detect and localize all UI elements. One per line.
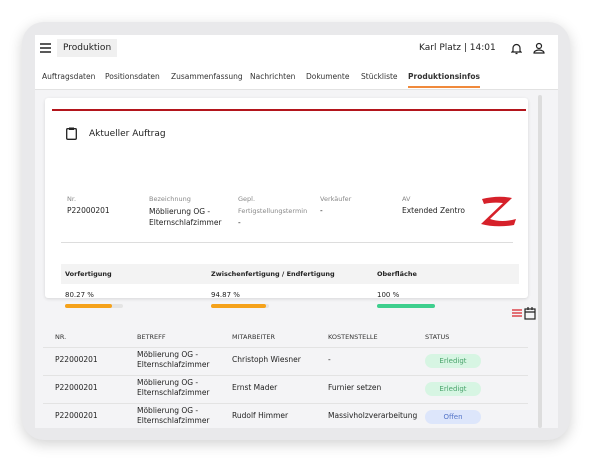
bell-icon[interactable] [511, 42, 522, 55]
cell: Möblierung OG - Elternschlafzimmer [137, 350, 210, 369]
field-value: - [320, 206, 323, 215]
column-header: BETREFF [137, 333, 166, 341]
tab[interactable]: Positionsdaten [105, 72, 160, 81]
view-toggle[interactable] [511, 307, 537, 321]
cell: - [328, 355, 331, 364]
logo [481, 196, 516, 227]
field-value: P22000201 [67, 206, 110, 215]
cell: Möblierung OG - Elternschlafzimmer [137, 406, 210, 425]
user-time: Karl Platz | 14:01 [419, 43, 496, 53]
tab[interactable]: Dokumente [306, 72, 350, 81]
tab[interactable]: Nachrichten [250, 72, 296, 81]
cell: Massivholzverarbeitung [328, 411, 418, 420]
cell: Christoph Wiesner [232, 355, 301, 364]
progress-track [377, 304, 435, 308]
cell: Ernst Mader [232, 383, 278, 392]
row-separator [43, 375, 528, 376]
progress-name: Zwischenfertigung / Endfertigung [211, 270, 335, 278]
tab-active[interactable]: Produktionsinfos [408, 72, 480, 88]
tab-bar: Auftragsdaten Positionsdaten Zusammenfas… [35, 65, 558, 90]
progress-name: Vorfertigung [65, 270, 112, 278]
cell: Furnier setzen [328, 383, 382, 392]
progress-bar [65, 304, 112, 308]
status-pill: Erledigt [425, 354, 481, 368]
user-icon[interactable] [533, 42, 545, 54]
column-header: STATUS [425, 333, 450, 341]
card-title: Aktueller Auftrag [89, 129, 166, 139]
field-label: AV [402, 195, 411, 203]
progress-header [61, 264, 519, 284]
field-label: Nr. [67, 195, 77, 203]
menu-icon[interactable] [40, 43, 51, 53]
row-separator [43, 403, 528, 404]
column-header: NR. [55, 333, 67, 341]
clipboard-icon [66, 127, 77, 140]
cell: P22000201 [55, 355, 98, 364]
screen: Produktion Karl Platz | 14:01 Auftragsda… [35, 35, 558, 428]
field-value: Extended Zentro [402, 206, 465, 215]
field-label: Verkäufer [320, 195, 352, 203]
cell: Rudolf Himmer [232, 411, 289, 420]
tab[interactable]: Stückliste [361, 72, 398, 81]
column-header: MITARBEITER [232, 333, 276, 341]
field-label: Bezeichnung [149, 195, 191, 203]
progress-bar [377, 304, 435, 308]
status-pill: Erledigt [425, 382, 481, 396]
tab[interactable]: Auftragsdaten [42, 72, 96, 81]
tab[interactable]: Zusammenfassung [171, 72, 243, 81]
row-separator [43, 347, 528, 348]
cell: P22000201 [55, 411, 98, 420]
cell: Möblierung OG - Elternschlafzimmer [137, 378, 210, 397]
order-card: Aktueller Auftrag Nr. P22000201 Bezeichn… [45, 98, 528, 308]
progress-label: 94.87 % [211, 291, 240, 299]
progress-label: 100 % [377, 291, 400, 299]
field-value: Möblierung OG - Elternschlafzimmer [149, 207, 222, 227]
progress-bar [211, 304, 267, 308]
progress-track [65, 304, 123, 308]
page-title: Produktion [57, 39, 118, 57]
column-header: KOSTENSTELLE [328, 333, 378, 341]
field-sublabel: Fertigstellungstermin [238, 207, 308, 215]
progress-name: Oberfläche [377, 270, 417, 278]
scrollbar[interactable] [538, 95, 542, 428]
field-value: - [238, 218, 241, 227]
top-bar: Produktion Karl Platz | 14:01 [35, 35, 558, 65]
divider [61, 242, 513, 243]
progress-track [211, 304, 269, 308]
field-label: Gepl. [238, 195, 256, 203]
accent-line [52, 109, 526, 111]
cell: P22000201 [55, 383, 98, 392]
status-pill: Offen [425, 410, 481, 424]
progress-label: 80.27 % [65, 291, 94, 299]
